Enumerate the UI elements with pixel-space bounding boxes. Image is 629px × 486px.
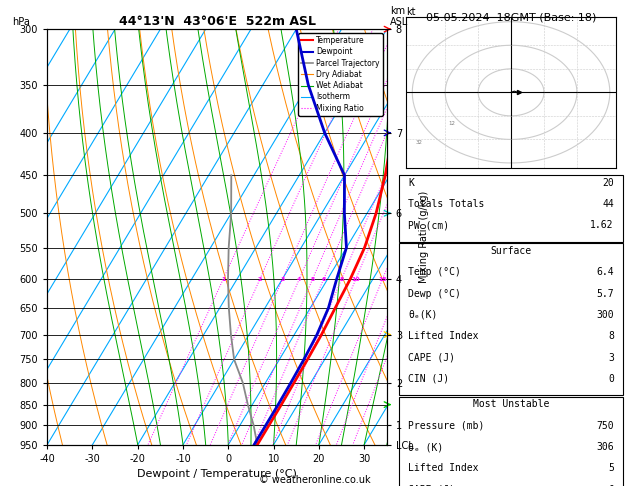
Text: Lifted Index: Lifted Index [408, 331, 479, 341]
Text: 20: 20 [398, 277, 406, 281]
Text: 20: 20 [602, 178, 614, 188]
Text: 300: 300 [596, 310, 614, 320]
Text: CAPE (J): CAPE (J) [408, 485, 455, 486]
Text: 15: 15 [378, 277, 387, 281]
Text: 5.7: 5.7 [596, 289, 614, 299]
Text: 306: 306 [596, 442, 614, 452]
Text: 5: 5 [310, 277, 314, 281]
X-axis label: Dewpoint / Temperature (°C): Dewpoint / Temperature (°C) [137, 469, 297, 479]
Text: 1.62: 1.62 [590, 221, 614, 230]
Text: 1: 1 [221, 277, 225, 281]
Text: Lifted Index: Lifted Index [408, 463, 479, 473]
Text: 05.05.2024  18GMT (Base: 18): 05.05.2024 18GMT (Base: 18) [426, 12, 596, 22]
Text: Dewp (°C): Dewp (°C) [408, 289, 461, 299]
Text: 44: 44 [602, 199, 614, 209]
Legend: Temperature, Dewpoint, Parcel Trajectory, Dry Adiabat, Wet Adiabat, Isotherm, Mi: Temperature, Dewpoint, Parcel Trajectory… [298, 33, 383, 116]
Text: θₑ (K): θₑ (K) [408, 442, 443, 452]
Text: CIN (J): CIN (J) [408, 374, 450, 384]
Text: 3: 3 [281, 277, 285, 281]
Text: PW (cm): PW (cm) [408, 221, 450, 230]
Text: 8: 8 [340, 277, 343, 281]
Text: 5: 5 [608, 463, 614, 473]
Text: 0: 0 [608, 374, 614, 384]
Bar [399, 175, 623, 242]
Text: 32: 32 [415, 140, 423, 145]
Text: Most Unstable: Most Unstable [473, 399, 549, 410]
Text: 2: 2 [258, 277, 262, 281]
Text: 3: 3 [608, 352, 614, 363]
Text: kt: kt [406, 7, 415, 17]
Text: 8: 8 [608, 331, 614, 341]
Text: hPa: hPa [13, 17, 30, 27]
Text: 10: 10 [352, 277, 360, 281]
Text: 6.4: 6.4 [596, 267, 614, 278]
Text: Temp (°C): Temp (°C) [408, 267, 461, 278]
Text: km
ASL: km ASL [390, 6, 408, 27]
Text: 12: 12 [448, 122, 455, 126]
Text: 0: 0 [608, 485, 614, 486]
Text: Surface: Surface [491, 246, 532, 256]
Text: θₑ(K): θₑ(K) [408, 310, 438, 320]
Text: Totals Totals: Totals Totals [408, 199, 485, 209]
Bar [399, 243, 623, 395]
Text: Pressure (mb): Pressure (mb) [408, 421, 485, 431]
Text: K: K [408, 178, 415, 188]
Y-axis label: Mixing Ratio (g/kg): Mixing Ratio (g/kg) [419, 191, 429, 283]
Text: 6: 6 [321, 277, 326, 281]
Text: © weatheronline.co.uk: © weatheronline.co.uk [259, 475, 370, 485]
Text: CAPE (J): CAPE (J) [408, 352, 455, 363]
Text: 750: 750 [596, 421, 614, 431]
Bar [399, 397, 623, 486]
Title: 44°13'N  43°06'E  522m ASL: 44°13'N 43°06'E 522m ASL [118, 15, 316, 28]
Text: 4: 4 [297, 277, 301, 281]
